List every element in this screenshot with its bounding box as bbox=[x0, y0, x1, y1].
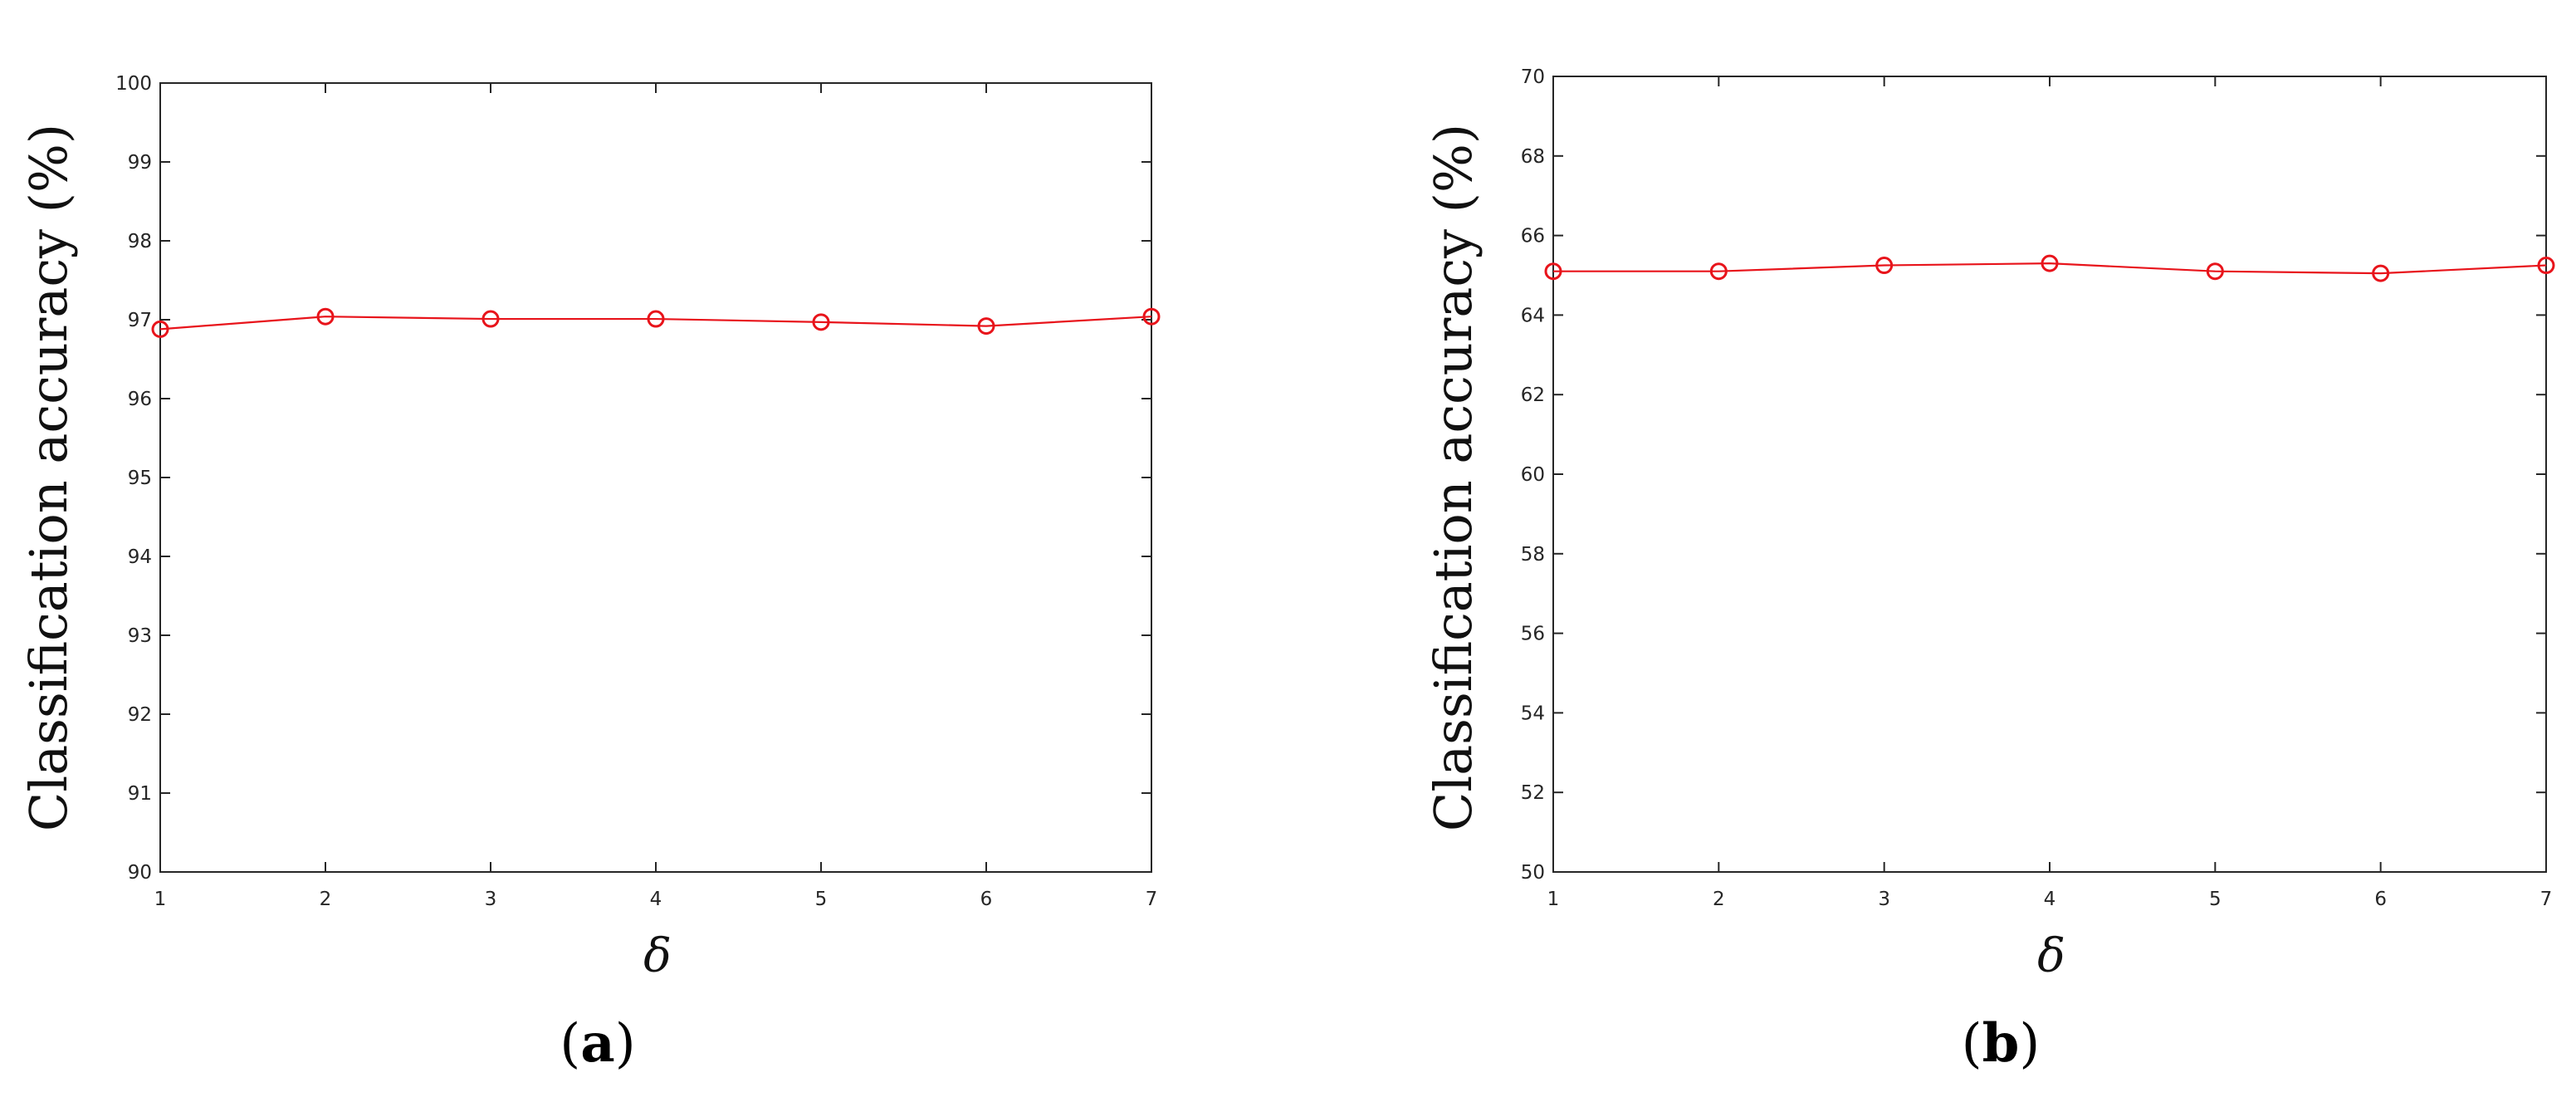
y-axis-label: Classification accuracy (%) bbox=[1423, 124, 1484, 831]
data-point-marker bbox=[2537, 257, 2555, 275]
x-tick-label: 1 bbox=[154, 889, 167, 910]
y-tick-label: 60 bbox=[1521, 464, 1545, 486]
data-point-marker bbox=[647, 310, 665, 328]
y-tick-label: 98 bbox=[128, 231, 152, 252]
y-tick-label: 90 bbox=[128, 862, 152, 884]
x-tick-label: 5 bbox=[2209, 889, 2222, 910]
y-tick-label: 100 bbox=[115, 73, 152, 95]
panel-letter: a bbox=[580, 1012, 614, 1075]
y-tick-label: 58 bbox=[1521, 544, 1545, 566]
y-axis-label: Classification accuracy (%) bbox=[18, 124, 79, 831]
y-tick-label: 54 bbox=[1521, 703, 1545, 724]
data-point-marker bbox=[1544, 262, 1562, 281]
y-tick-label: 99 bbox=[128, 152, 152, 174]
x-tick-label: 6 bbox=[980, 889, 993, 910]
data-point-marker bbox=[812, 313, 830, 331]
data-point-marker bbox=[1709, 262, 1728, 281]
plot-area-frame bbox=[159, 82, 1152, 873]
data-point-marker bbox=[2041, 254, 2059, 272]
series-line bbox=[159, 316, 1152, 331]
x-tick-label: 3 bbox=[485, 889, 497, 910]
data-point-marker bbox=[1875, 257, 1894, 275]
x-tick-label: 6 bbox=[2374, 889, 2387, 910]
y-tick-label: 64 bbox=[1521, 305, 1545, 326]
x-axis-label: δ bbox=[2037, 929, 2065, 983]
y-tick-label: 97 bbox=[128, 310, 152, 331]
y-tick-label: 52 bbox=[1521, 782, 1545, 804]
x-tick-label: 4 bbox=[650, 889, 662, 910]
chart-panel-b: 1 2 3 4 5 6 75052545658606264666870δClassifica… bbox=[1423, 66, 2555, 1075]
y-tick-label: 96 bbox=[128, 389, 152, 410]
series-line bbox=[1553, 262, 2547, 275]
y-tick-label: 94 bbox=[128, 546, 152, 568]
x-tick-label: 3 bbox=[1878, 889, 1890, 910]
data-point-marker bbox=[316, 307, 335, 326]
y-tick-label: 70 bbox=[1521, 66, 1545, 88]
data-point-marker bbox=[1142, 307, 1161, 326]
x-tick-label: 5 bbox=[815, 889, 828, 910]
x-tick-label: 2 bbox=[1713, 889, 1725, 910]
data-point-marker bbox=[151, 320, 169, 338]
panel-label: (b) bbox=[1962, 1012, 2041, 1075]
x-tick-label: 2 bbox=[320, 889, 332, 910]
x-tick-label: 4 bbox=[2044, 889, 2056, 910]
data-point-marker bbox=[481, 310, 500, 328]
y-tick-label: 68 bbox=[1521, 146, 1545, 168]
plot-area-frame bbox=[1552, 76, 2547, 873]
y-tick-label: 93 bbox=[128, 625, 152, 647]
x-tick-label: 1 bbox=[1547, 889, 1560, 910]
y-tick-label: 62 bbox=[1521, 384, 1545, 406]
data-point-marker bbox=[2206, 262, 2224, 281]
x-tick-label: 7 bbox=[1146, 889, 1158, 910]
panel-letter: b bbox=[1982, 1012, 2020, 1075]
y-tick-label: 50 bbox=[1521, 862, 1545, 884]
y-tick-label: 92 bbox=[128, 704, 152, 726]
chart-panel-a: 1 2 3 4 5 6 7 90 91 92 93 94 95 96 97 98 99 100 δ Classific… bbox=[18, 73, 1161, 1075]
x-axis-label: δ bbox=[643, 929, 672, 983]
y-tick-label: 95 bbox=[128, 468, 152, 489]
panel-label: (a) bbox=[560, 1012, 635, 1075]
data-point-marker bbox=[977, 317, 995, 335]
y-tick-label: 91 bbox=[128, 783, 152, 805]
data-point-marker bbox=[2372, 264, 2390, 282]
y-tick-label: 66 bbox=[1521, 226, 1545, 247]
x-tick-label: 7 bbox=[2540, 889, 2553, 910]
y-tick-label: 56 bbox=[1521, 624, 1545, 645]
